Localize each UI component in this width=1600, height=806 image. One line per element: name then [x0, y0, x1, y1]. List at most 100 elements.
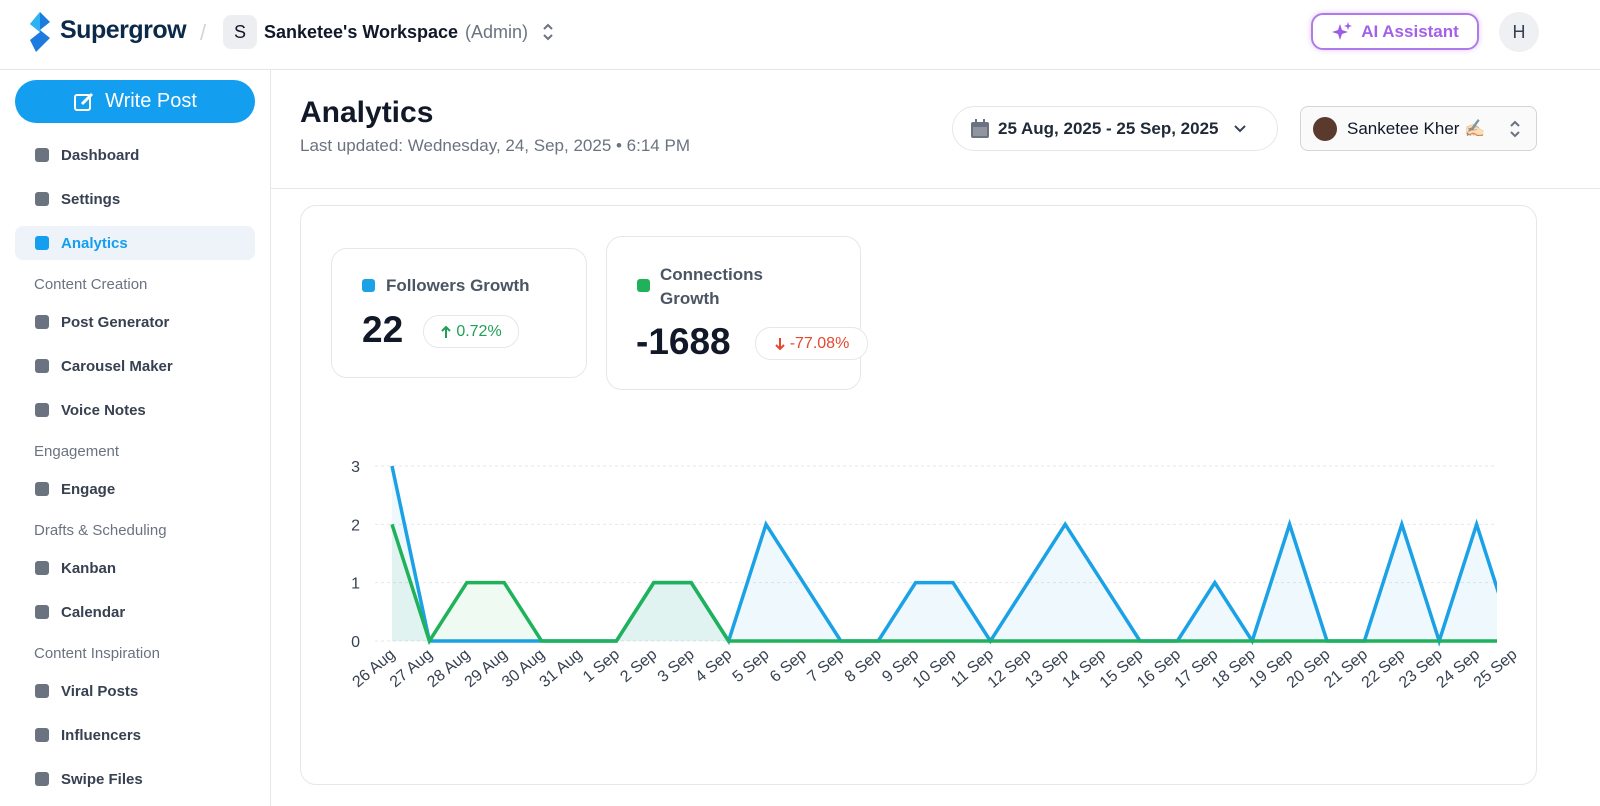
separator: / — [200, 20, 207, 45]
nav-label: Analytics — [61, 234, 128, 252]
chevron-down — [1233, 124, 1246, 132]
nav-item[interactable]: Influencers — [15, 718, 255, 752]
workspace-switch[interactable] — [541, 22, 555, 42]
stat-value: -1688 — [636, 321, 731, 362]
nav-item[interactable]: Engage — [15, 472, 255, 506]
nav-section-title: Content Creation — [34, 276, 148, 293]
avatar[interactable]: H — [1499, 12, 1539, 52]
stat-value: 22 — [362, 309, 404, 350]
nav-label: Voice Notes — [61, 401, 146, 419]
header-border — [0, 69, 1600, 70]
last-updated: Last updated: Wednesday, 24, Sep, 2025 •… — [300, 136, 690, 155]
series-swatch — [637, 279, 650, 292]
ai-assistant-button[interactable]: AI Assistant — [1311, 13, 1479, 50]
nav-section-title: Drafts & Scheduling — [34, 522, 167, 539]
nav-item[interactable]: Calendar — [15, 595, 255, 629]
sparkle-icon — [1332, 21, 1353, 40]
y-tick-label: 2 — [351, 517, 360, 534]
series-line — [390, 523, 1497, 646]
nav-item[interactable]: Dashboard — [15, 138, 255, 172]
stat-change: 0.72% — [423, 315, 519, 348]
calendar-icon — [971, 118, 989, 138]
nav-icon — [35, 684, 49, 698]
nav-label: Settings — [61, 190, 121, 208]
profile-avatar — [1313, 116, 1337, 141]
x-tick-label: 4 Sep — [692, 646, 735, 686]
nav-label: Engage — [61, 480, 116, 498]
x-tick-label: 7 Sep — [804, 646, 847, 686]
x-tick-label: 6 Sep — [767, 646, 810, 686]
x-tick-label: 1 Sep — [580, 646, 623, 686]
x-tick-label: 2 Sep — [617, 646, 660, 686]
page-title: Analytics — [300, 96, 434, 129]
workspace-initial: S — [223, 15, 257, 49]
nav-icon — [35, 315, 49, 329]
nav-item[interactable]: Viral Posts — [15, 674, 255, 708]
arrow-up — [441, 325, 452, 338]
stat-card: Connections Growth -1688 -77.08% — [606, 236, 868, 390]
stat-change-text: -77.08% — [789, 334, 850, 352]
ai-assistant-label: AI Assistant — [1361, 21, 1459, 41]
profile-selector[interactable]: Sanketee Kher ✍🏻 — [1300, 106, 1537, 151]
workspace-name[interactable]: Sanketee's Workspace — [264, 22, 459, 42]
edit-icon — [74, 92, 94, 111]
stat-label: Followers Growth — [386, 276, 530, 295]
y-tick-label: 3 — [351, 459, 360, 476]
series-swatch — [362, 279, 375, 292]
plot-area — [390, 465, 1497, 647]
x-tick-label: 10 Sep — [910, 646, 960, 692]
nav-icon — [35, 192, 49, 206]
stat-label: Connections Growth — [660, 265, 763, 308]
nav-icon — [35, 148, 49, 162]
x-tick-label: 25 Sep — [1471, 646, 1521, 692]
nav-icon — [35, 561, 49, 575]
nav-section-title: Content Inspiration — [34, 645, 160, 662]
nav-label: Swipe Files — [61, 770, 143, 788]
y-tick-label: 1 — [351, 576, 360, 593]
stat-card: Followers Growth 22 0.72% — [331, 248, 587, 378]
nav-item[interactable]: Voice Notes — [15, 393, 255, 427]
stat-change: -77.08% — [755, 327, 868, 360]
nav-label: Post Generator — [61, 313, 170, 331]
nav-icon — [35, 403, 49, 417]
sidebar-border — [270, 70, 271, 806]
nav-item[interactable]: Kanban — [15, 551, 255, 585]
nav-label: Kanban — [61, 559, 117, 577]
profile-name: Sanketee Kher ✍🏻 — [1347, 118, 1486, 138]
nav-icon — [35, 359, 49, 373]
nav-label: Carousel Maker — [61, 357, 173, 375]
nav-label: Calendar — [61, 603, 126, 621]
nav-icon — [35, 605, 49, 619]
nav-icon — [35, 772, 49, 786]
main-header-border — [271, 188, 1600, 189]
nav-item[interactable]: Settings — [15, 182, 255, 216]
workspace-role: (Admin) — [465, 22, 529, 42]
logo-icon — [30, 12, 50, 52]
nav-label: Influencers — [61, 726, 142, 744]
x-tick-label: 31 Aug — [536, 646, 585, 691]
arrow-down — [774, 337, 785, 350]
nav-item[interactable]: Carousel Maker — [15, 349, 255, 383]
nav-item[interactable]: Post Generator — [15, 305, 255, 339]
nav-section-title: Engagement — [34, 443, 120, 460]
write-post-label: Write Post — [105, 90, 197, 112]
nav-label: Dashboard — [61, 146, 140, 164]
y-tick-label: 0 — [351, 634, 360, 651]
area-fill — [392, 466, 1497, 641]
profile-switch — [1510, 120, 1520, 137]
x-tick-label: 8 Sep — [842, 646, 885, 686]
nav-item[interactable]: Swipe Files — [15, 762, 255, 796]
area-fill — [392, 524, 1497, 641]
date-range-picker[interactable]: 25 Aug, 2025 - 25 Sep, 2025 — [952, 106, 1278, 151]
brand: Supergrow — [60, 16, 187, 44]
x-tick-label: 3 Sep — [655, 646, 698, 686]
nav-icon — [35, 236, 49, 250]
stat-change-text: 0.72% — [456, 322, 502, 340]
x-tick-label: 5 Sep — [730, 646, 773, 686]
nav-item[interactable]: Analytics — [15, 226, 255, 260]
nav-label: Viral Posts — [61, 682, 139, 700]
write-post-button[interactable]: Write Post — [15, 80, 255, 123]
nav-icon — [35, 728, 49, 742]
